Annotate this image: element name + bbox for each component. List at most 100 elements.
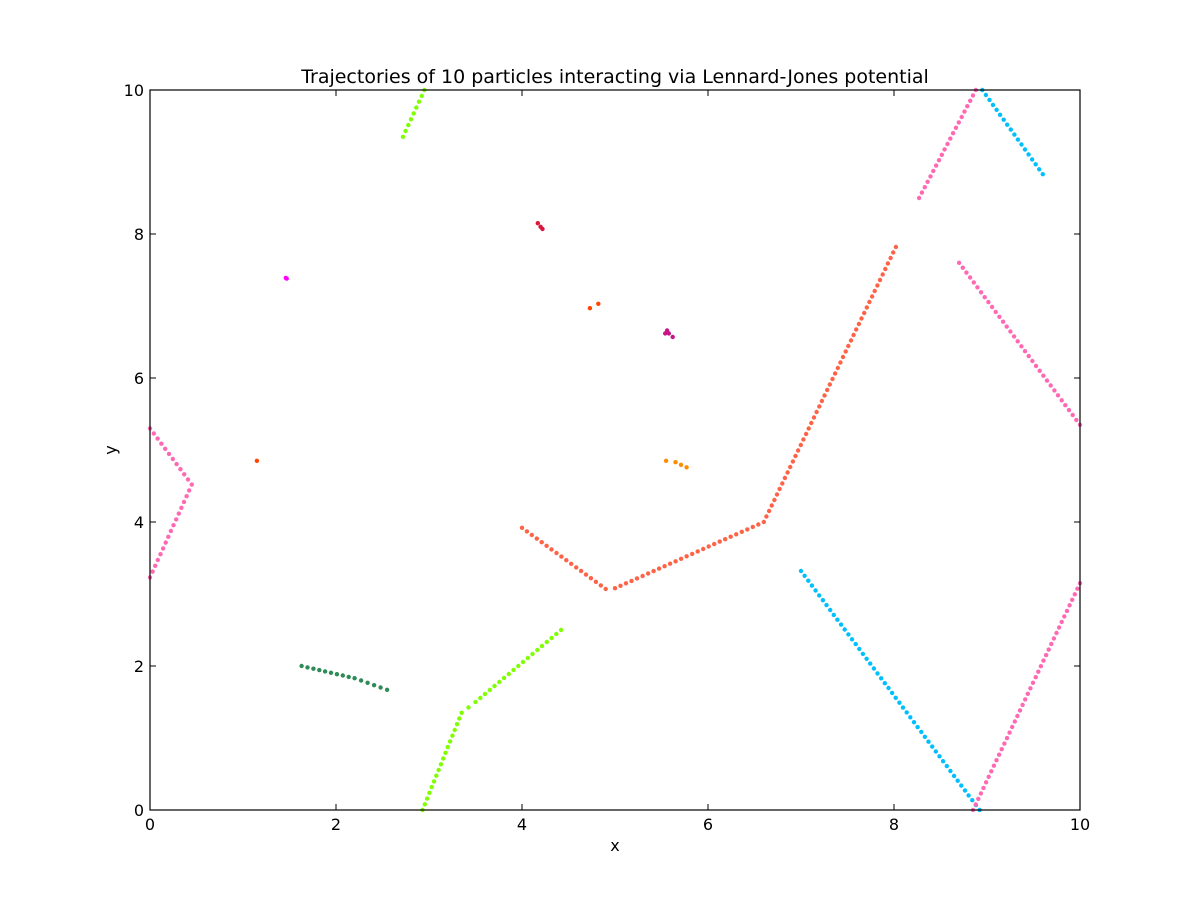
trajectory-point xyxy=(948,768,953,774)
trajectory-point xyxy=(540,226,545,232)
trajectory-point xyxy=(769,503,774,508)
trajectory-point xyxy=(911,720,917,725)
trajectory-point xyxy=(999,747,1004,752)
trajectory-point xyxy=(1004,324,1009,329)
trajectory-point xyxy=(629,578,634,584)
trajectory-point xyxy=(739,529,744,534)
trajectory-point xyxy=(371,683,377,688)
trajectory-point xyxy=(801,437,806,442)
trajectory-point xyxy=(706,544,711,549)
trajectory-point xyxy=(549,547,554,552)
trajectory-point xyxy=(928,174,933,179)
trajectory-point xyxy=(328,670,334,675)
trajectory-point xyxy=(634,576,640,581)
trajectory-point xyxy=(678,462,684,467)
trajectory-point xyxy=(1015,137,1021,142)
trajectory-point xyxy=(867,299,872,305)
trajectory-point xyxy=(978,791,984,796)
trajectory-point xyxy=(457,716,462,721)
trajectory-point xyxy=(785,470,790,475)
trajectory-point xyxy=(764,514,769,519)
trajectory-point xyxy=(384,687,390,692)
trajectory-point xyxy=(346,674,351,680)
trajectory-point xyxy=(997,112,1003,118)
trajectory-point xyxy=(793,453,798,459)
trajectory-point xyxy=(578,568,584,574)
trajectory-point xyxy=(1020,702,1025,708)
trajectory-point xyxy=(846,343,851,349)
trajectory-point xyxy=(862,310,867,316)
trajectory-point xyxy=(1063,403,1068,408)
trajectory-point xyxy=(964,270,969,275)
trajectory-point xyxy=(973,802,978,807)
trajectory-point xyxy=(885,261,891,266)
trajectory-point xyxy=(166,534,171,539)
x-tick-label: 8 xyxy=(889,815,899,834)
trajectory-point xyxy=(806,578,811,583)
trajectory-point xyxy=(990,102,996,108)
trajectory-point xyxy=(955,778,960,783)
trajectory-point xyxy=(554,550,559,556)
trajectory-point xyxy=(1000,319,1006,324)
trajectory-point xyxy=(820,598,826,603)
trajectory-point xyxy=(670,334,675,340)
trajectory-point xyxy=(181,499,187,505)
trajectory-point xyxy=(559,554,564,559)
trajectory-point xyxy=(487,687,492,693)
trajectory-point xyxy=(1004,735,1010,741)
trajectory-point xyxy=(651,568,656,574)
trajectory-series-9 xyxy=(798,87,1046,813)
trajectory-point xyxy=(728,534,733,539)
trajectory-point xyxy=(666,331,672,336)
trajectory-series-7 xyxy=(519,244,899,592)
trajectory-point xyxy=(168,528,174,534)
trajectory-point xyxy=(525,655,530,661)
trajectory-point xyxy=(970,93,976,98)
trajectory-point xyxy=(864,305,869,310)
trajectory-point xyxy=(1037,167,1042,172)
trajectory-point xyxy=(1022,349,1028,354)
trajectory-point xyxy=(431,779,437,784)
trajectory-point xyxy=(155,557,160,563)
trajectory-point xyxy=(1051,636,1057,641)
trajectory-point xyxy=(179,505,184,510)
trajectory-point xyxy=(171,523,176,528)
trajectory-point xyxy=(948,136,953,141)
trajectory-point xyxy=(663,458,669,463)
y-tick-label: 8 xyxy=(134,225,144,244)
trajectory-point xyxy=(539,540,544,545)
trajectory-point xyxy=(506,671,511,677)
trajectory-point xyxy=(756,522,761,527)
y-tick-label: 2 xyxy=(134,657,144,676)
trajectory-point xyxy=(1041,658,1046,663)
trajectory-point xyxy=(882,681,887,686)
trajectory-point xyxy=(922,734,928,739)
trajectory-point xyxy=(378,685,383,690)
trajectory-point xyxy=(831,612,836,618)
trajectory-point xyxy=(549,635,554,641)
trajectory-point xyxy=(835,365,840,371)
trajectory-point xyxy=(516,663,521,669)
trajectory-point xyxy=(187,488,192,493)
trajectory-point xyxy=(535,647,540,653)
trajectory-point xyxy=(1043,652,1049,658)
trajectory-point xyxy=(931,168,936,174)
y-tick-label: 10 xyxy=(124,81,144,100)
trajectory-point xyxy=(868,661,873,666)
trajectory-point xyxy=(1052,388,1057,393)
trajectory-point xyxy=(1072,592,1078,597)
trajectory-point xyxy=(780,481,785,486)
trajectory-point xyxy=(678,556,684,561)
trajectory-point xyxy=(1046,647,1051,652)
trajectory-point xyxy=(933,163,939,168)
trajectory-point xyxy=(701,546,706,552)
trajectory-point xyxy=(965,104,970,109)
trajectory-point xyxy=(452,727,457,733)
trajectory-point xyxy=(991,763,997,768)
trajectory-point xyxy=(766,508,772,514)
trajectory-point xyxy=(408,117,414,122)
trajectory-point xyxy=(993,309,998,315)
trajectory-point xyxy=(673,559,678,564)
y-axis-label: y xyxy=(101,445,120,454)
trajectory-point xyxy=(859,316,864,321)
